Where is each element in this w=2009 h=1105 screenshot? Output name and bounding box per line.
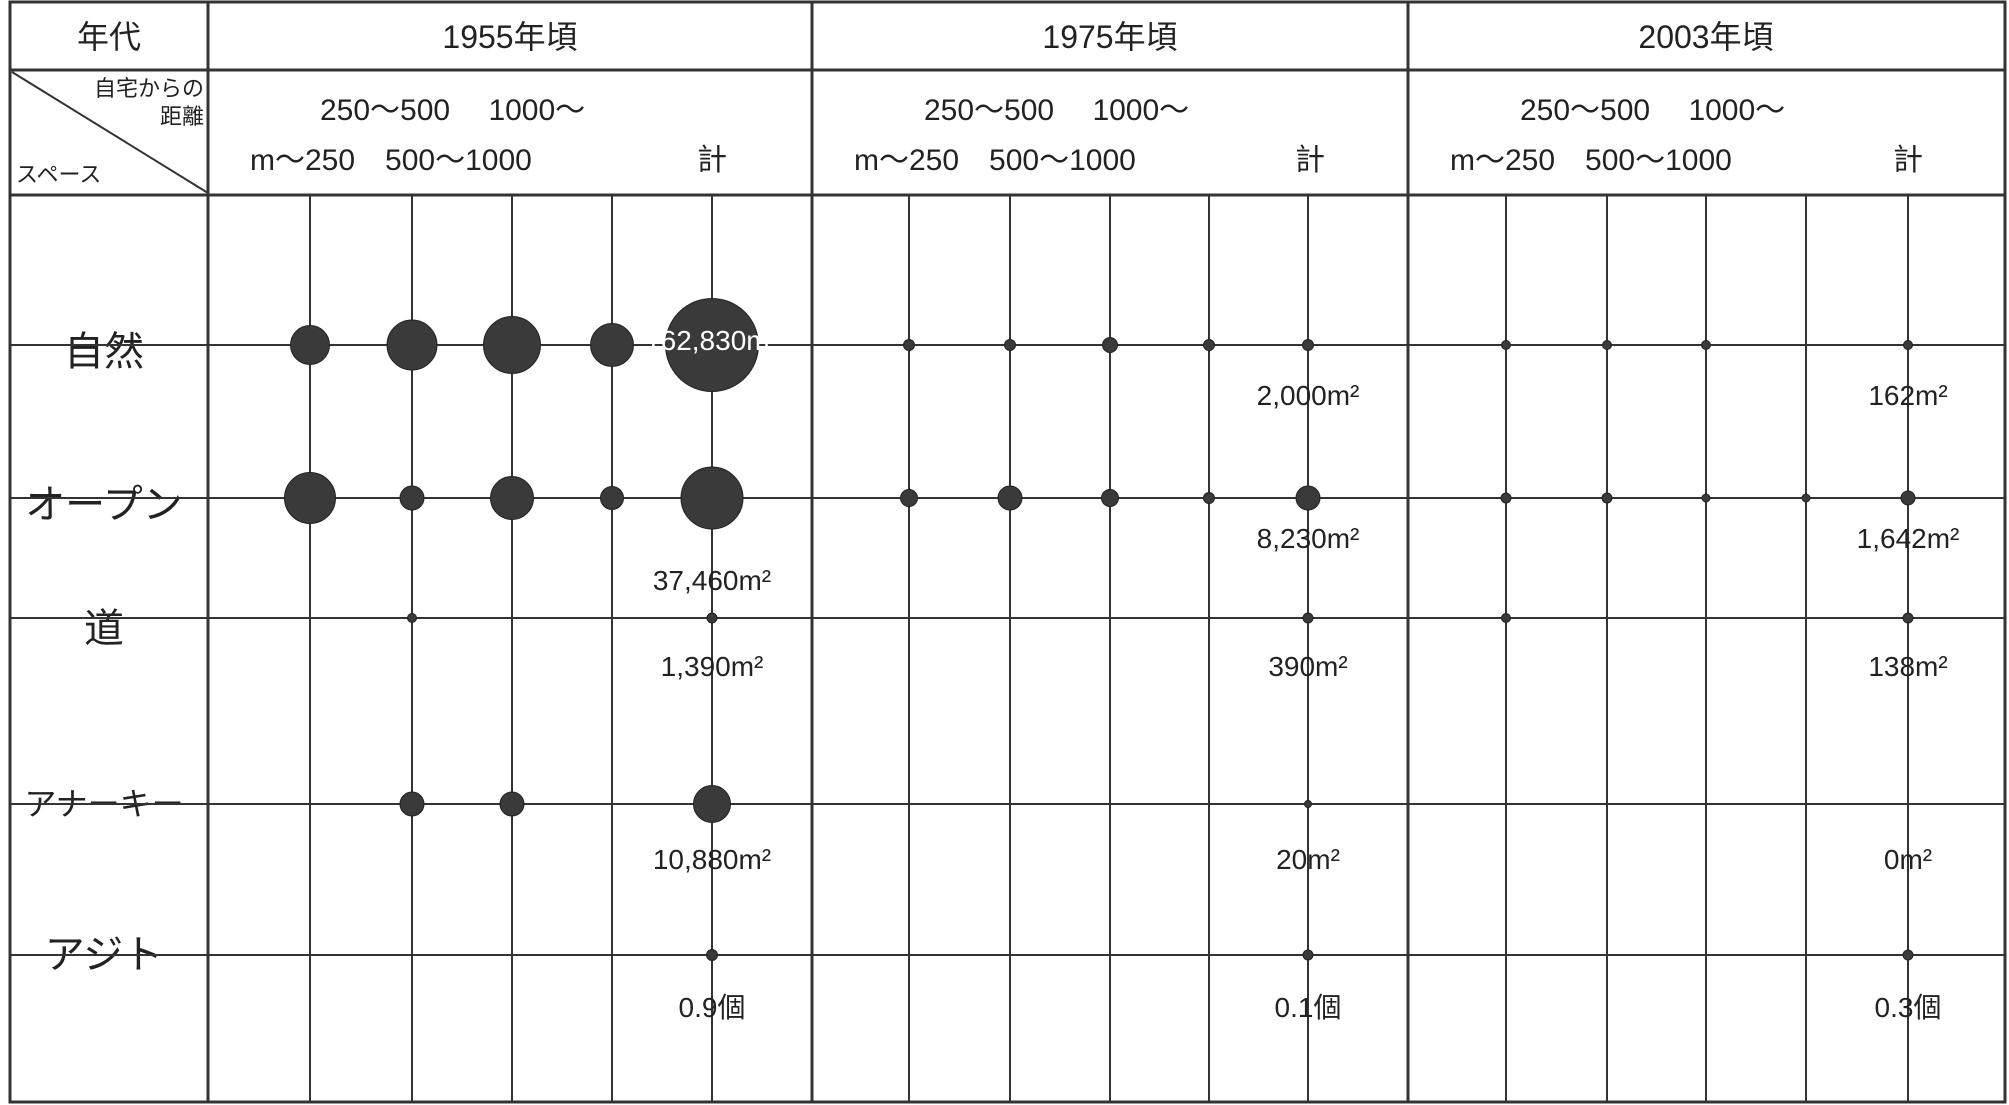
bubble-自然-2003年頃-250〜500	[1602, 340, 1612, 350]
bubble-オープン-2003年頃-1000〜	[1801, 493, 1811, 503]
total-label-3-0: 10,880m²	[653, 844, 771, 875]
bubble-オープン-1975年頃-250〜500	[997, 485, 1023, 511]
bubble-オープン-2003年頃-m〜250	[1500, 492, 1512, 504]
total-subheader-1955: 計	[697, 144, 727, 177]
bubble-オープン-1975年頃-1000〜	[1203, 492, 1215, 504]
bubble-自然-1975年頃-250〜500	[1004, 339, 1016, 351]
bubble-自然-1955年頃-m〜250	[290, 325, 330, 365]
bubble-自然-2003年頃-m〜250	[1501, 340, 1511, 350]
era-header-1955: 1955年頃	[442, 19, 577, 55]
total-label-4-1: 0.1個	[1275, 992, 1342, 1023]
bubble-アナーキー-1975年頃-計	[1304, 800, 1312, 808]
total-label-1-1: 8,230m²	[1257, 523, 1360, 554]
corner-distance-label-2: 距離	[160, 104, 204, 129]
bubble-オープン-1955年頃-500〜1000	[490, 476, 534, 520]
bubble-オープン-2003年頃-500〜1000	[1701, 493, 1711, 503]
bubble-自然-1975年頃-1000〜	[1203, 339, 1215, 351]
total-subheader-1975: 計	[1295, 144, 1325, 177]
bubble-道-2003年頃-計	[1902, 612, 1914, 624]
distance-subheader-bottom-1955: m〜250 500〜1000	[250, 144, 532, 177]
total-label-1-0: 37,460m²	[653, 565, 771, 596]
bubble-オープン-1955年頃-m〜250	[284, 472, 336, 524]
bubble-オープン-1975年頃-m〜250	[900, 489, 918, 507]
total-label-4-2: 0.3個	[1875, 992, 1942, 1023]
row-label-nature: 自然	[64, 330, 144, 374]
total-label-2-0: 1,390m²	[661, 651, 764, 682]
bubble-オープン-1975年頃-500〜1000	[1101, 489, 1119, 507]
row-label-open: オープン	[25, 483, 183, 527]
total-label-1-2: 1,642m²	[1857, 523, 1960, 554]
bubble-自然-1975年頃-計	[1302, 339, 1314, 351]
distance-subheader-bottom-2003: m〜250 500〜1000	[1450, 144, 1732, 177]
bubble-オープン-2003年頃-250〜500	[1601, 492, 1613, 504]
table-frame	[8, 0, 2007, 1104]
distance-subheader-top-1975: 250〜500 1000〜	[924, 94, 1189, 127]
bubble-アジト-1955年頃-計	[706, 949, 718, 961]
bubble-オープン-2003年頃-計	[1900, 490, 1916, 506]
bubble-自然-1955年頃-計	[665, 298, 759, 392]
bubble-道-1955年頃-250〜500	[407, 613, 417, 623]
bubble-オープン-1955年頃-計	[680, 466, 744, 530]
bubble-自然-1975年頃-m〜250	[903, 339, 915, 351]
total-label-3-2: 0m²	[1884, 844, 1932, 875]
bubble-オープン-1975年頃-計	[1295, 485, 1321, 511]
total-subheader-2003: 計	[1893, 144, 1923, 177]
bubble-自然-1955年頃-250〜500	[386, 319, 438, 371]
distance-subheader-top-2003: 250〜500 1000〜	[1520, 94, 1785, 127]
bubble-自然-2003年頃-500〜1000	[1701, 340, 1711, 350]
bubble-自然-1955年頃-500〜1000	[483, 316, 541, 374]
bubble-オープン-1955年頃-250〜500	[399, 485, 425, 511]
total-labels: 162,830m² 2,000m² 162m² 37,460m² 8,230m² 1,64…	[645, 325, 1959, 1023]
era-header-1975: 1975年頃	[1042, 19, 1177, 55]
bubble-道-1975年頃-計	[1302, 612, 1314, 624]
total-label-0-2: 162m²	[1868, 380, 1947, 411]
bubble-アナーキー-1955年頃-計	[693, 785, 731, 823]
bubble-layer	[284, 298, 1916, 961]
total-label-2-1: 390m²	[1268, 651, 1347, 682]
total-label-2-2: 138m²	[1868, 651, 1947, 682]
row-label-road: 道	[84, 607, 124, 651]
bubble-オープン-1955年頃-1000〜	[600, 486, 624, 510]
bubble-アナーキー-1955年頃-250〜500	[399, 791, 425, 817]
bubble-アジト-1975年頃-計	[1302, 949, 1314, 961]
bubble-道-2003年頃-m〜250	[1501, 613, 1511, 623]
total-label-0-1: 2,000m²	[1257, 380, 1360, 411]
corner-distance-label: 自宅からの	[94, 76, 204, 101]
bubble-自然-2003年頃-計	[1903, 340, 1913, 350]
bubble-自然-1975年頃-500〜1000	[1102, 337, 1118, 353]
era-column-header: 年代	[77, 19, 141, 55]
total-label-4-0: 0.9個	[679, 992, 746, 1023]
bubble-道-1955年頃-計	[706, 612, 718, 624]
corner-space-label: スペース	[16, 162, 101, 187]
distance-subheader-bottom-1975: m〜250 500〜1000	[854, 144, 1136, 177]
bubble-アジト-2003年頃-計	[1902, 949, 1914, 961]
bubble-アナーキー-1955年頃-500〜1000	[499, 791, 525, 817]
total-label-0-0: 162,830m²	[645, 325, 779, 356]
distance-subheader-top-1955: 250〜500 1000〜	[320, 94, 585, 127]
era-header-2003: 2003年頃	[1638, 19, 1773, 55]
bubble-自然-1955年頃-1000〜	[590, 323, 634, 367]
total-label-3-1: 20m²	[1276, 844, 1340, 875]
